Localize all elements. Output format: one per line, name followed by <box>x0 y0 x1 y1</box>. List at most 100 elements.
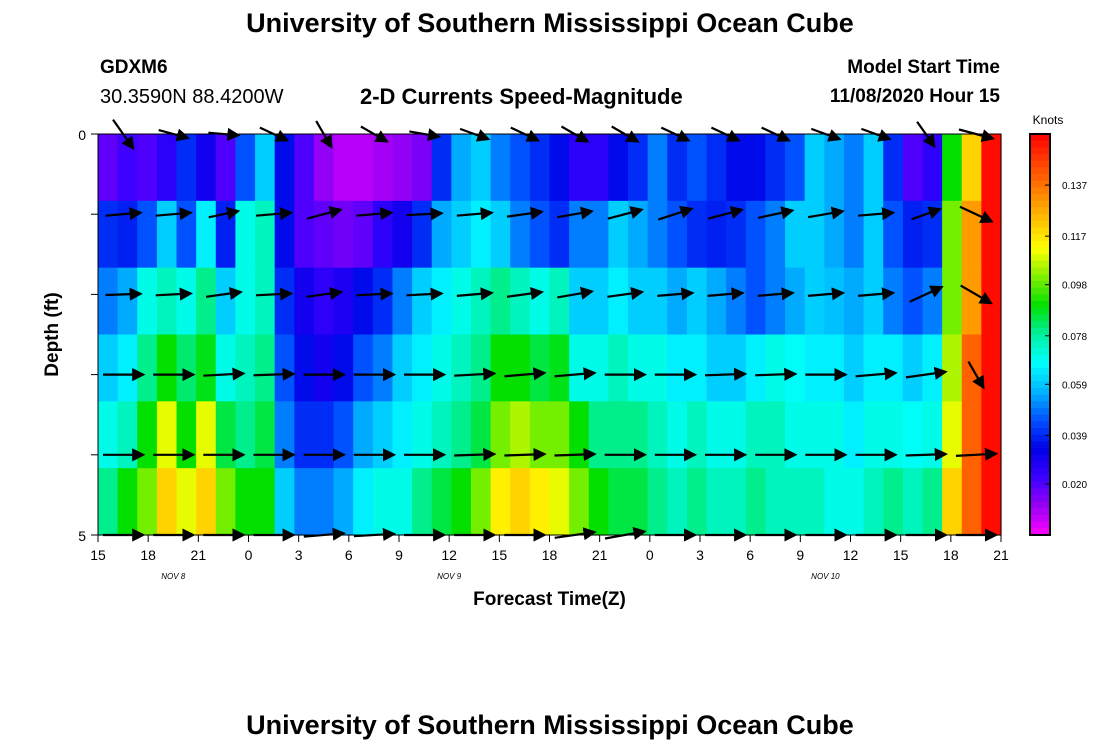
heatmap-cell <box>647 267 668 336</box>
heatmap-cell <box>549 468 570 536</box>
heatmap-cell <box>942 334 963 402</box>
current-vector <box>155 207 193 221</box>
heatmap-cell <box>608 468 629 536</box>
colorbar-segment <box>1030 147 1050 155</box>
heatmap-cell <box>942 267 963 336</box>
heatmap-cell <box>961 468 982 536</box>
heatmap-cell <box>922 401 943 469</box>
heatmap-cell <box>765 468 786 536</box>
heatmap-cell <box>313 200 335 269</box>
heatmap-cell <box>451 134 472 202</box>
colorbar-segment <box>1030 394 1050 402</box>
heatmap-cell <box>470 134 492 202</box>
heatmap-cell <box>451 200 472 269</box>
date-label: NOV 9 <box>437 572 462 581</box>
heatmap-cell <box>785 134 806 202</box>
heatmap-cell <box>785 334 806 402</box>
heatmap-cell <box>588 267 609 336</box>
heatmap-cell <box>902 468 924 536</box>
heatmap-cells <box>98 134 1002 536</box>
heatmap-cell <box>706 468 727 536</box>
heatmap-cell <box>353 134 374 202</box>
heatmap-cell <box>883 401 904 469</box>
heatmap-cell <box>785 267 806 336</box>
current-vector <box>704 367 748 381</box>
colorbar-segment <box>1030 227 1050 235</box>
heatmap-cell <box>902 200 924 269</box>
station-coords: 30.3590N 88.4200W <box>100 86 284 108</box>
heatmap-cell <box>235 200 256 269</box>
heatmap-cell <box>176 401 197 469</box>
heatmap-cell <box>667 401 688 469</box>
colorbar-segment <box>1030 334 1050 342</box>
heatmap-cell <box>549 200 570 269</box>
heatmap-cell <box>117 134 138 202</box>
heatmap-cell <box>490 134 511 202</box>
heatmap-cell <box>883 200 904 269</box>
current-vector <box>707 287 745 301</box>
heatmap-cell <box>510 468 531 536</box>
heatmap-cell <box>392 267 413 336</box>
heatmap-cell <box>804 134 825 202</box>
heatmap-cell <box>863 468 884 536</box>
heatmap-cell <box>628 134 649 202</box>
current-vector <box>905 447 948 462</box>
heatmap-cell <box>745 401 767 469</box>
heatmap-cell <box>451 401 472 469</box>
y-axis-label: Depth (ft) <box>42 292 63 376</box>
current-vector <box>911 206 942 221</box>
current-vector <box>657 287 695 301</box>
heatmap-cell <box>353 200 374 269</box>
heatmap-cell <box>431 134 452 202</box>
heatmap-cell <box>608 401 629 469</box>
colorbar-segment <box>1030 421 1050 429</box>
heatmap-cell <box>608 334 629 402</box>
heatmap-cell <box>529 134 551 202</box>
current-vector <box>208 206 241 220</box>
heatmap-cell <box>98 401 119 469</box>
heatmap-cell <box>490 267 511 336</box>
heatmap-cell <box>765 134 786 202</box>
heatmap-cell <box>981 134 1002 202</box>
heatmap-cell <box>333 267 354 336</box>
heatmap-cell <box>765 401 786 469</box>
heatmap-cell <box>647 401 668 469</box>
heatmap-cell <box>608 134 629 202</box>
heatmap-cell <box>706 334 727 402</box>
heatmap-cell <box>294 401 315 469</box>
heatmap-cell <box>156 468 178 536</box>
colorbar-segment <box>1030 167 1050 175</box>
colorbar-tick-label: 0.078 <box>1062 332 1087 343</box>
heatmap-cell <box>510 267 531 336</box>
heatmap-cell <box>726 401 747 469</box>
heatmap-cell <box>235 468 256 536</box>
current-vector <box>959 205 994 223</box>
heatmap-cell <box>529 468 551 536</box>
heatmap-cell <box>529 267 551 336</box>
heatmap-cell <box>745 468 767 536</box>
heatmap-cell <box>137 134 158 202</box>
heatmap-cell <box>137 267 158 336</box>
heatmap-cell <box>215 468 237 536</box>
colorbar-segment <box>1030 354 1050 362</box>
heatmap-cell <box>981 334 1002 402</box>
x-tick-label: 6 <box>746 547 754 563</box>
x-tick-label: 18 <box>542 547 558 563</box>
heatmap-cell <box>235 267 256 336</box>
heatmap-cell <box>313 267 335 336</box>
heatmap-cell <box>431 200 452 269</box>
heatmap-cell <box>863 200 884 269</box>
heatmap-cell <box>942 134 963 202</box>
heatmap-cell <box>215 200 237 269</box>
heatmap-cell <box>451 267 472 336</box>
heatmap-cell <box>628 468 649 536</box>
x-tick-label: 9 <box>796 547 804 563</box>
colorbar-segment <box>1030 234 1050 242</box>
x-tick-label: 15 <box>893 547 909 563</box>
colorbar-segment <box>1030 434 1050 443</box>
heatmap-cell <box>196 401 217 469</box>
heatmap-cell <box>353 267 374 336</box>
current-vector <box>306 286 344 301</box>
heatmap-cell <box>647 334 668 402</box>
date-label: NOV 8 <box>161 572 186 581</box>
